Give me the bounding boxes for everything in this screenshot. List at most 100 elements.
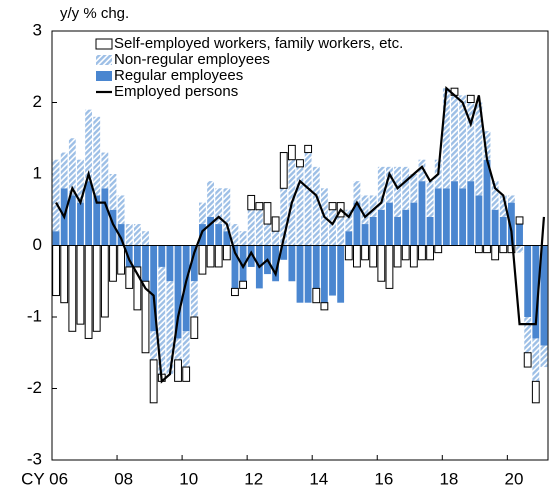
bar-segment: [369, 216, 377, 246]
bar-segment: [190, 281, 198, 317]
bar-segment: [320, 302, 329, 311]
bar-segment: [280, 188, 288, 246]
y-tick-label: 3: [33, 20, 42, 39]
bar-segment: [516, 224, 523, 246]
bar-segment: [117, 224, 125, 246]
bar-segment: [239, 231, 247, 246]
bar-segment: [247, 245, 255, 267]
bar-segment: [451, 181, 458, 246]
bar-segment: [499, 216, 507, 246]
y-tick-label: 2: [33, 92, 42, 111]
bar-segment: [239, 280, 247, 289]
bar-segment: [418, 181, 426, 246]
bar-segment: [369, 195, 377, 217]
bar-segment: [386, 202, 393, 246]
bar-segment: [223, 231, 231, 246]
bar-segment: [85, 181, 93, 246]
bar-segment: [207, 181, 214, 217]
plot-frame: [51, 30, 549, 461]
bar-segment: [182, 331, 190, 368]
bar-segment: [442, 188, 450, 246]
bar-segment: [76, 245, 85, 325]
bar-segment: [198, 245, 207, 275]
bar-segment: [215, 188, 223, 225]
y-tick-label: 0: [33, 235, 42, 254]
bar-segment: [174, 338, 182, 360]
bar-segment: [85, 109, 93, 182]
bar-segment: [109, 174, 117, 210]
bar-segment: [272, 231, 280, 246]
bar-segment: [337, 216, 345, 246]
bar-segment: [174, 359, 182, 382]
bar-segment: [304, 245, 312, 303]
bar-segment: [369, 245, 378, 268]
bar-segment: [280, 245, 288, 260]
bar-segment: [418, 159, 426, 182]
bar-segment: [483, 159, 491, 246]
bar-segment: [304, 152, 312, 246]
bar-segment: [524, 317, 532, 353]
bar-segment: [149, 359, 158, 404]
bar-segment: [402, 166, 410, 210]
bar-segment: [483, 245, 491, 254]
bar-segment: [353, 181, 361, 203]
bar-segment: [540, 345, 548, 368]
bar-segment: [174, 245, 182, 339]
bar-segment: [523, 352, 532, 368]
bar-segment: [312, 287, 321, 304]
bar-segment: [279, 152, 288, 189]
bar-segment: [101, 188, 109, 246]
bar-segment: [239, 245, 247, 282]
bar-segment: [312, 245, 320, 289]
bar-segment: [531, 380, 540, 404]
bar-segment: [60, 152, 68, 189]
bar-segment: [133, 224, 141, 246]
bar-segment: [133, 245, 141, 267]
bar-segment: [312, 166, 320, 246]
bar-segment: [442, 88, 450, 189]
bar-segment: [60, 245, 69, 304]
bar-segment: [337, 245, 345, 303]
bar-segment: [491, 245, 500, 261]
bar-segment: [125, 224, 133, 246]
bar-segment: [426, 181, 434, 217]
bar-segment: [409, 245, 418, 268]
bar-segment: [353, 202, 361, 246]
bar-segment: [142, 231, 149, 246]
y-axis-label: y/y % chg.: [60, 5, 129, 22]
bar-segment: [499, 245, 508, 254]
bar-segment: [401, 245, 410, 261]
bar-segment: [329, 209, 336, 246]
bar-segment: [190, 245, 198, 282]
bar-segment: [100, 245, 109, 318]
bar-segment: [101, 152, 109, 189]
bar-segment: [296, 245, 304, 303]
bar-segment: [255, 209, 263, 246]
bar-segment: [52, 245, 60, 297]
bar-segment: [214, 245, 223, 268]
bar-segment: [109, 245, 117, 282]
legend-swatch: [96, 55, 112, 65]
bar-segment: [296, 159, 304, 168]
bar-segment: [515, 216, 524, 225]
bar-segment: [77, 202, 84, 246]
bar-segment: [434, 245, 443, 254]
bar-segment: [361, 224, 369, 246]
bar-segment: [459, 95, 467, 189]
bar-segment: [92, 245, 101, 332]
bar-segment: [182, 366, 191, 382]
bar-segment: [475, 195, 483, 246]
bar-segment: [125, 266, 134, 289]
bar-segment: [288, 245, 296, 282]
bar-segment: [231, 245, 239, 289]
bar-segment: [532, 338, 540, 382]
bar-segment: [499, 195, 507, 217]
bar-segment: [320, 245, 328, 303]
bar-segment: [255, 202, 264, 211]
bar-segment: [426, 245, 435, 261]
bar-segment: [459, 188, 467, 246]
bar-segment: [68, 195, 76, 246]
bar-segment: [491, 209, 499, 246]
bar-segment: [467, 181, 475, 246]
bar-segment: [491, 181, 499, 210]
